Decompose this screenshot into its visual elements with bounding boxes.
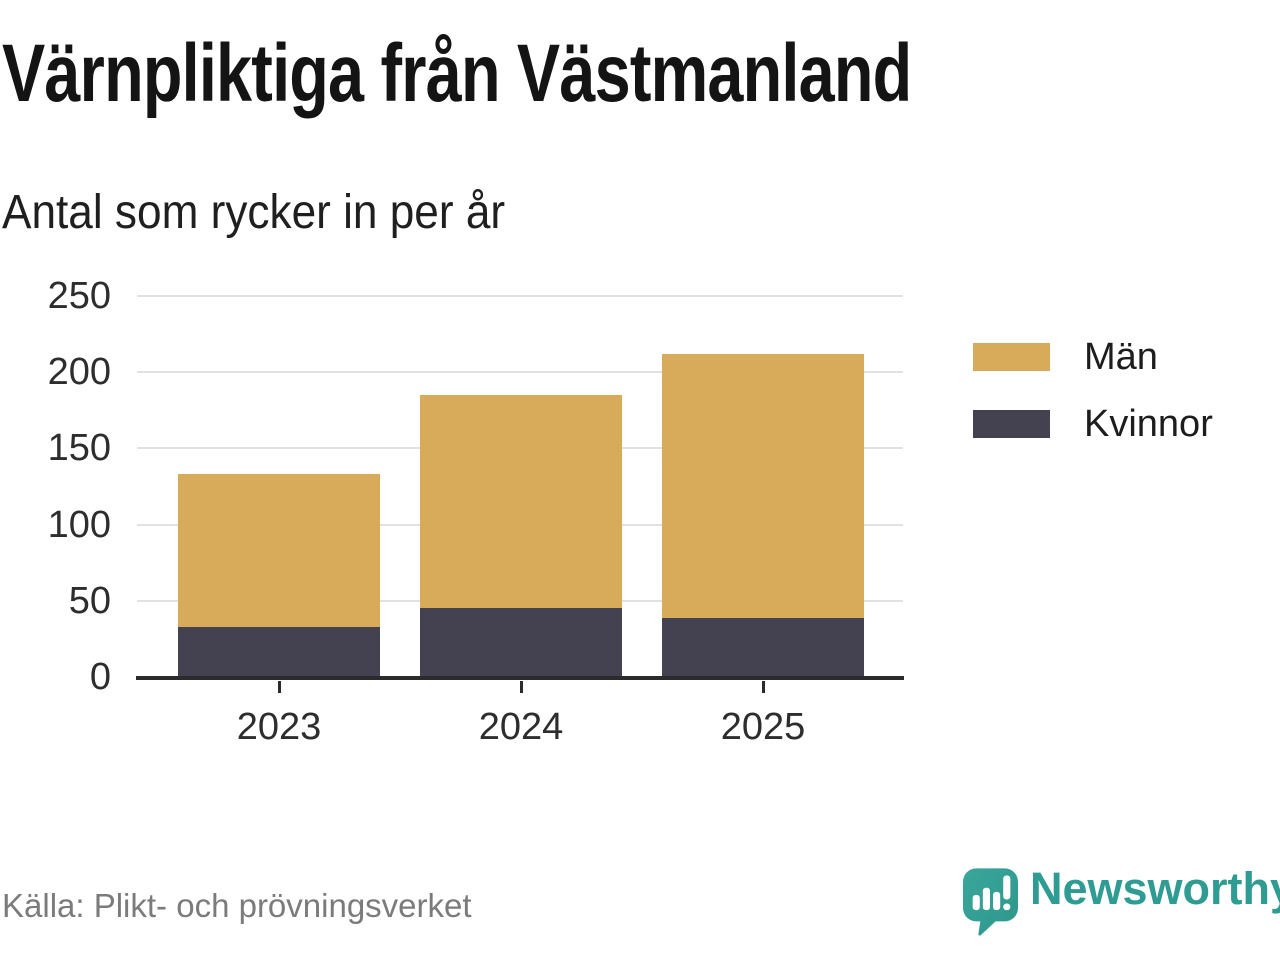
page-title: Värnpliktiga från Västmanland (2, 28, 912, 119)
y-tick-label: 250 (47, 275, 111, 317)
legend-label: Män (1084, 336, 1158, 378)
bar-segment-kvinnor (662, 617, 864, 677)
source-note: Källa: Plikt- och prövningsverket (2, 887, 472, 924)
y-tick-label: 50 (68, 579, 111, 622)
logo-exclamation-bar (1003, 875, 1011, 900)
logo-bar-1 (972, 894, 980, 911)
legend-item-kvinnor: Kvinnor (973, 405, 1213, 443)
bar-segment-män (662, 353, 864, 618)
x-tick-mark (519, 681, 523, 693)
x-axis-line (136, 676, 904, 680)
newsworthy-logo-icon (963, 868, 1018, 936)
legend-label: Kvinnor (1084, 403, 1213, 445)
logo-exclamation-dot (1003, 903, 1011, 911)
y-tick-label: 100 (47, 503, 111, 546)
chart-legend: Män Kvinnor (973, 338, 1213, 443)
x-tick-label: 2024 (478, 706, 564, 748)
y-tick-label: 150 (47, 427, 111, 470)
newsworthy-wordmark: Newsworthy (1030, 863, 1280, 914)
x-tick-label: 2025 (720, 706, 806, 748)
x-tick-mark (761, 681, 765, 693)
logo-bar-3 (993, 891, 1001, 911)
logo-bar-2 (982, 887, 990, 911)
bar-segment-kvinnor (420, 608, 622, 677)
bar-segment-kvinnor (178, 626, 380, 677)
gridline (137, 371, 903, 374)
bar-segment-män (420, 395, 622, 609)
y-tick-label: 200 (47, 351, 111, 394)
gridline (137, 295, 903, 297)
y-tick-label: 0 (89, 656, 111, 698)
x-tick-label: 2023 (236, 706, 322, 748)
legend-swatch-kvinnor (973, 410, 1050, 438)
x-tick-mark (277, 681, 281, 693)
legend-item-män: Män (973, 338, 1213, 376)
legend-swatch-män (973, 343, 1050, 371)
chart-subtitle: Antal som rycker in per år (2, 186, 506, 239)
bar-segment-män (178, 474, 380, 627)
